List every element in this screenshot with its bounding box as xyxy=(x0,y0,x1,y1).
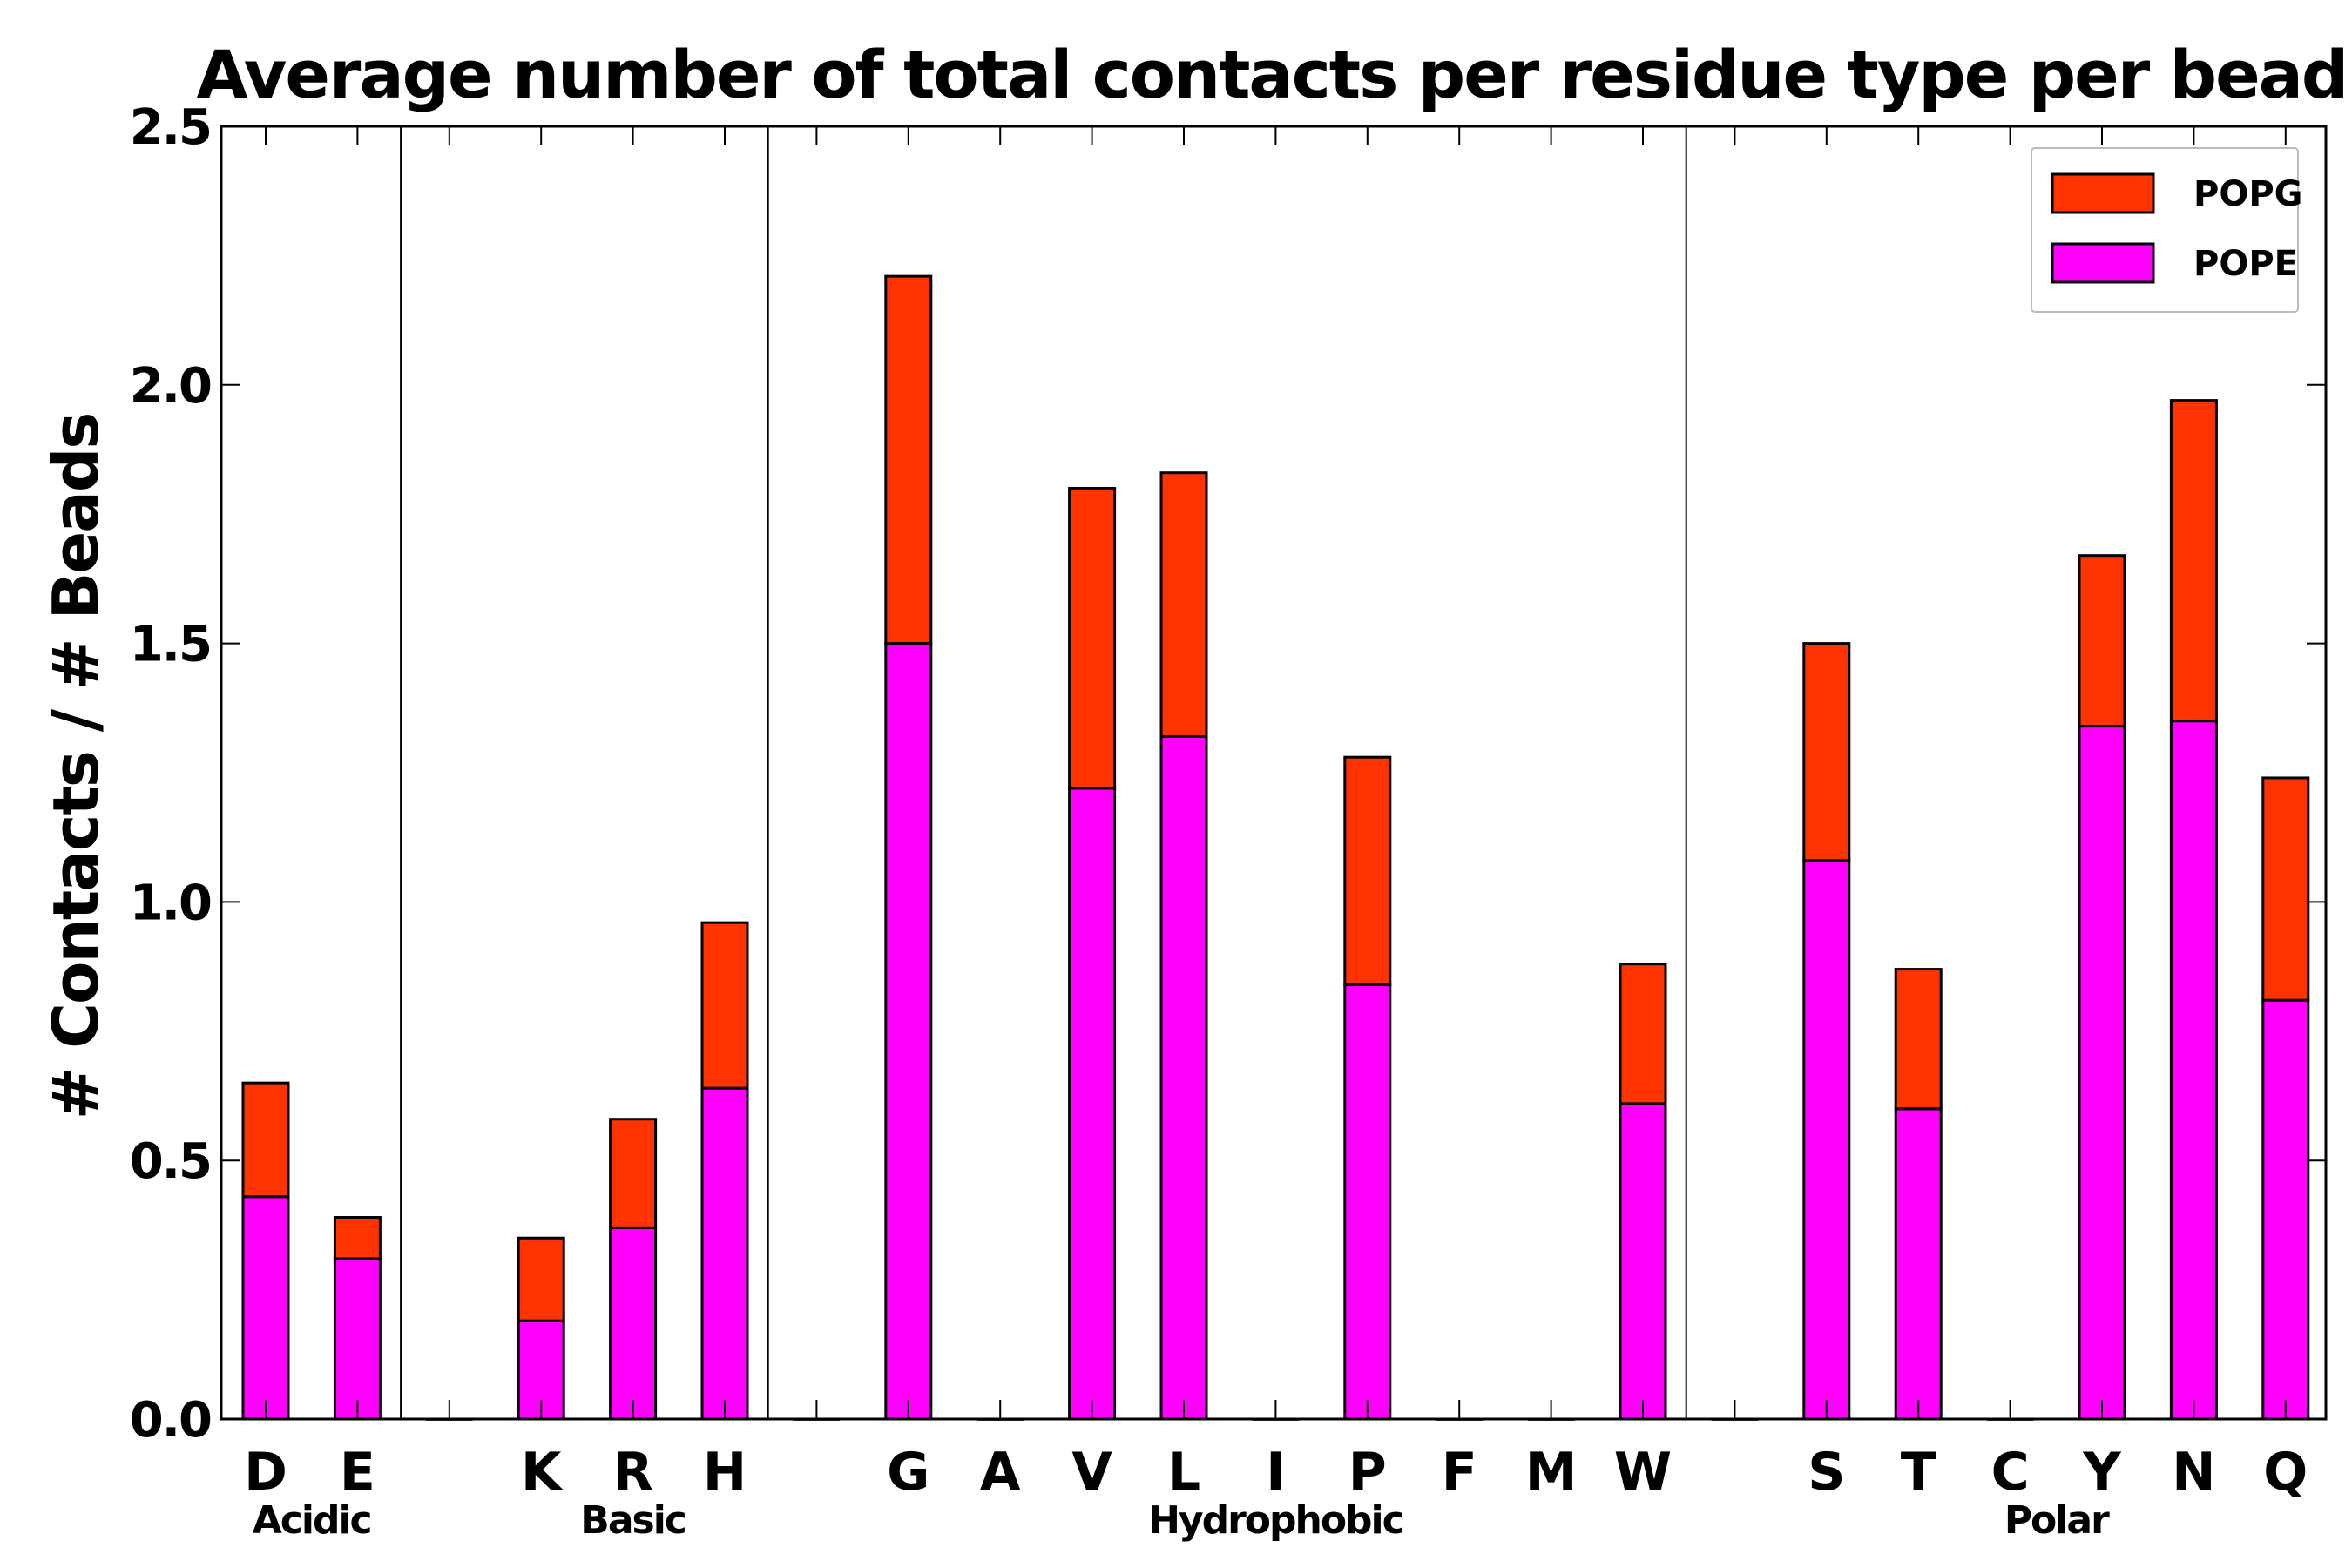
bar-pope-W xyxy=(1619,1102,1667,1421)
x-tick-label-H: H xyxy=(703,1442,747,1503)
bar-popg-Y xyxy=(2078,554,2126,728)
bar-popg-N xyxy=(2169,399,2218,723)
legend: POPG POPE xyxy=(2031,147,2302,313)
legend-swatch-popg xyxy=(2051,172,2155,214)
group-label-acidic: Acidic xyxy=(253,1498,371,1543)
y-tick-label: 0.0 xyxy=(130,1392,211,1449)
x-tick-label-Y: Y xyxy=(2082,1442,2122,1503)
x-tick-label-S: S xyxy=(1808,1442,1845,1503)
x-tick-label-C: C xyxy=(1991,1442,2030,1503)
axis-ticks: D E K R H G A V L I P F M W S T C Y N Q Acidic Basic Hydrophob… xyxy=(130,99,2326,1543)
x-tick-label-L: L xyxy=(1167,1442,1200,1503)
bar-pope-Y xyxy=(2078,725,2126,1421)
y-tick-label: 2.5 xyxy=(130,99,211,156)
bar-popg-T xyxy=(1894,968,1943,1111)
bar-pope-S xyxy=(1802,859,1851,1421)
bar-pope-L xyxy=(1159,734,1208,1421)
bar-popg-L xyxy=(1159,471,1208,738)
y-tick-label: 2.0 xyxy=(130,358,211,415)
y-tick-label: 0.5 xyxy=(130,1133,211,1190)
x-tick-label-A: A xyxy=(980,1442,1021,1503)
group-label-hydrophobic: Hydrophobic xyxy=(1148,1498,1403,1543)
x-tick-label-K: K xyxy=(521,1442,564,1503)
bar-pope-Q xyxy=(2261,998,2310,1421)
x-tick-label-Q: Q xyxy=(2263,1442,2308,1503)
bar-popg-P xyxy=(1343,755,1392,986)
x-tick-label-I: I xyxy=(1266,1442,1285,1503)
x-tick-label-P: P xyxy=(1348,1442,1387,1503)
x-tick-label-G: G xyxy=(887,1442,929,1503)
y-tick-label: 1.0 xyxy=(130,875,211,931)
bar-popg-Q xyxy=(2261,776,2310,1002)
bar-popg-W xyxy=(1619,963,1667,1105)
bar-pope-G xyxy=(884,642,933,1421)
bar-pope-P xyxy=(1343,983,1392,1421)
group-label-polar: Polar xyxy=(2004,1498,2110,1543)
bar-pope-E xyxy=(333,1257,382,1421)
y-axis-label: # Contacts / # Beads xyxy=(39,414,112,1119)
legend-swatch-pope xyxy=(2051,242,2155,284)
x-tick-label-R: R xyxy=(612,1442,652,1503)
bar-pope-V xyxy=(1068,787,1117,1421)
x-tick-label-N: N xyxy=(2172,1442,2215,1503)
bar-pope-D xyxy=(241,1195,290,1421)
x-tick-label-V: V xyxy=(1071,1442,1112,1503)
x-tick-label-E: E xyxy=(340,1442,375,1503)
bar-popg-H xyxy=(700,921,749,1090)
x-tick-label-T: T xyxy=(1901,1442,1936,1503)
legend-label-popg: POPG xyxy=(2193,174,2302,214)
chart-title: Average number of total contacts per res… xyxy=(197,36,2348,113)
x-tick-label-M: M xyxy=(1525,1442,1578,1503)
bar-popg-K xyxy=(517,1236,565,1322)
group-separators xyxy=(400,126,1687,1419)
bar-popg-R xyxy=(609,1118,658,1229)
x-tick-label-F: F xyxy=(1442,1442,1477,1503)
bar-popg-E xyxy=(333,1215,382,1260)
x-tick-label-W: W xyxy=(1614,1442,1672,1503)
bar-popg-S xyxy=(1802,642,1851,862)
bar-popg-G xyxy=(884,274,933,645)
legend-label-pope: POPE xyxy=(2193,244,2298,284)
bars-layer xyxy=(241,274,2310,1421)
bar-popg-V xyxy=(1068,487,1117,790)
bar-pope-H xyxy=(700,1086,749,1421)
x-tick-label-D: D xyxy=(244,1442,287,1503)
bar-pope-R xyxy=(609,1226,658,1421)
group-label-basic: Basic xyxy=(580,1498,686,1543)
bar-pope-T xyxy=(1894,1107,1943,1421)
bar-popg-D xyxy=(241,1081,290,1199)
y-tick-label: 1.5 xyxy=(130,617,211,673)
plot-frame xyxy=(220,125,2328,1421)
legend-box xyxy=(2031,147,2299,313)
bar-pope-N xyxy=(2169,720,2218,1421)
